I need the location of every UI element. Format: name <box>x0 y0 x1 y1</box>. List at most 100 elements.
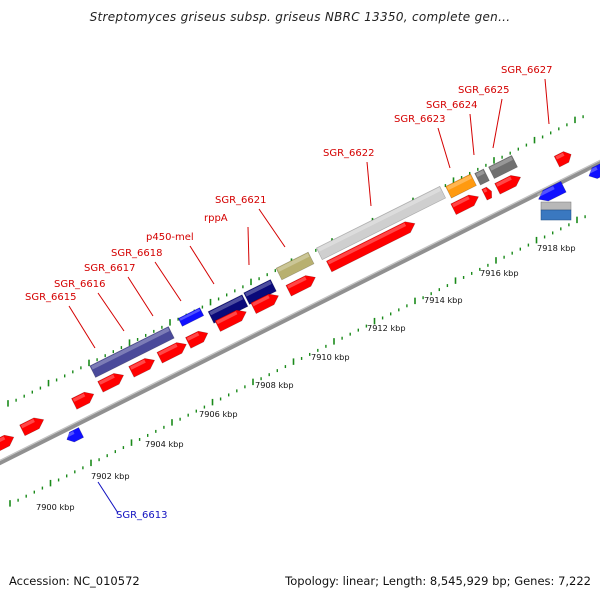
forward-gene-arrow <box>553 151 572 168</box>
label-leader-line <box>247 226 250 266</box>
scale-label: 7904 kbp <box>145 439 184 449</box>
forward-gene-arrow <box>494 175 522 195</box>
forward-gene-arrow <box>71 391 95 410</box>
forward-gene-arrow-shine <box>495 176 512 187</box>
cluster-bar-shine <box>209 295 244 316</box>
forward-gene-arrow <box>19 417 45 437</box>
forward-gene-arrow-shine <box>287 276 307 289</box>
forward-genes <box>0 151 572 452</box>
cluster-bar-shine <box>90 327 170 370</box>
reverse-genes <box>65 163 600 443</box>
gene-label: p450-mel <box>146 232 194 243</box>
forward-gene-arrow-shine <box>452 196 470 208</box>
forward-gene-arrow-shine <box>216 311 238 325</box>
gene-label: SGR_6623 <box>394 114 446 125</box>
reverse-gene-arrow-shine <box>537 186 555 198</box>
cluster-bars <box>89 154 572 378</box>
cluster-bar-shine <box>244 280 272 297</box>
gene-label: SGR_6627 <box>501 65 553 76</box>
gene-label: SGR_6615 <box>25 292 77 303</box>
scale-label: 7912 kbp <box>367 323 406 333</box>
reverse-gene-arrow-shine <box>65 431 75 438</box>
scale-label: 7910 kbp <box>311 352 350 362</box>
forward-gene-arrow <box>185 330 209 349</box>
label-leader-line <box>127 276 154 317</box>
gene-label: SGR_6625 <box>458 85 510 96</box>
scale-label: 7906 kbp <box>199 409 238 419</box>
label-leader-line <box>97 292 125 332</box>
backbone-line <box>0 159 600 466</box>
cluster-bar-shine <box>446 175 472 191</box>
cluster-bar-blue <box>177 307 205 327</box>
label-leaders <box>68 78 550 514</box>
forward-gene-arrow-shine <box>158 343 178 356</box>
forward-gene-arrow-shine <box>0 436 6 442</box>
cluster-bar <box>89 326 175 378</box>
genome-backbone <box>0 159 600 466</box>
label-leader-line <box>437 127 451 169</box>
gene-label: SGR_6616 <box>54 279 106 290</box>
cluster-bar <box>488 154 518 180</box>
gene-label: SGR_6618 <box>111 248 163 259</box>
forward-gene-arrow-shine <box>327 222 407 265</box>
cluster-bar <box>243 279 277 305</box>
cluster-block <box>540 201 572 211</box>
label-leader-line <box>97 481 119 514</box>
forward-gene-arrow-shine <box>555 152 565 160</box>
cluster-bar <box>315 185 447 261</box>
scale-label: 7900 kbp <box>36 502 75 512</box>
reverse-gene-arrow <box>66 427 85 443</box>
cluster-bar-blue-shine <box>179 308 201 321</box>
gene-label-reverse: SGR_6613 <box>116 510 168 521</box>
label-leader-line <box>258 208 286 248</box>
gene-label: rppA <box>204 213 228 224</box>
forward-gene-arrow <box>0 434 15 452</box>
forward-gene-arrow <box>214 309 247 332</box>
scale-label: 7916 kbp <box>480 268 519 278</box>
accession-text: Accession: NC_010572 <box>9 574 140 588</box>
reverse-gene-arrow-shine <box>587 166 598 174</box>
cluster-bar-shine <box>489 156 513 171</box>
gene-labels: SGR_6615 SGR_6616 SGR_6617 SGR_6618 p450-mel… <box>25 65 553 521</box>
label-leader-line <box>154 261 182 302</box>
forward-gene-arrow <box>250 293 279 315</box>
label-leader-line <box>68 305 96 349</box>
cluster-block <box>540 209 572 221</box>
forward-gene-arrow-shine <box>72 393 86 402</box>
label-leader-line <box>469 113 475 156</box>
gene-label: SGR_6622 <box>323 148 375 159</box>
forward-gene-arrow <box>450 194 479 216</box>
label-leader-line <box>366 161 372 207</box>
scale-label: 7918 kbp <box>537 243 576 253</box>
forward-gene-arrow-shine <box>186 332 200 341</box>
scale-label: 7914 kbp <box>424 295 463 305</box>
forward-gene-arrow <box>128 358 156 378</box>
label-leader-line <box>189 245 215 285</box>
cluster-bar-shine <box>475 170 485 178</box>
forward-gene-arrow <box>97 373 125 393</box>
forward-gene-arrow <box>325 221 416 273</box>
gene-label: SGR_6621 <box>215 195 267 206</box>
forward-gene-arrow <box>285 275 316 297</box>
forward-gene-arrow-shine <box>482 188 488 193</box>
cluster-bar <box>207 294 249 324</box>
scale-labels: 7900 kbp 7902 kbp 7904 kbp 7906 kbp 7908 kbp… <box>36 243 576 512</box>
scale-label: 7908 kbp <box>255 380 294 390</box>
gene-label: SGR_6617 <box>84 263 136 274</box>
forward-gene-arrow-shine <box>252 295 270 307</box>
label-leader-line <box>544 78 550 125</box>
cluster-bar-shine <box>317 187 441 252</box>
forward-gene-arrow-shine <box>98 374 115 385</box>
label-leader-line <box>492 98 503 149</box>
forward-gene-arrow-shine <box>20 419 35 429</box>
forward-gene-arrow <box>481 186 493 201</box>
reverse-gene-arrow <box>588 163 600 179</box>
topology-text: Topology: linear; Length: 8,545,929 bp; … <box>285 574 591 588</box>
gene-label: SGR_6624 <box>426 100 478 111</box>
cluster-bar <box>445 173 477 199</box>
scale-label: 7902 kbp <box>91 471 130 481</box>
cluster-bar-shine <box>277 253 310 272</box>
genome-title: Streptomyces griseus subsp. griseus NBRC… <box>89 10 511 24</box>
reverse-gene-arrow <box>538 180 567 202</box>
